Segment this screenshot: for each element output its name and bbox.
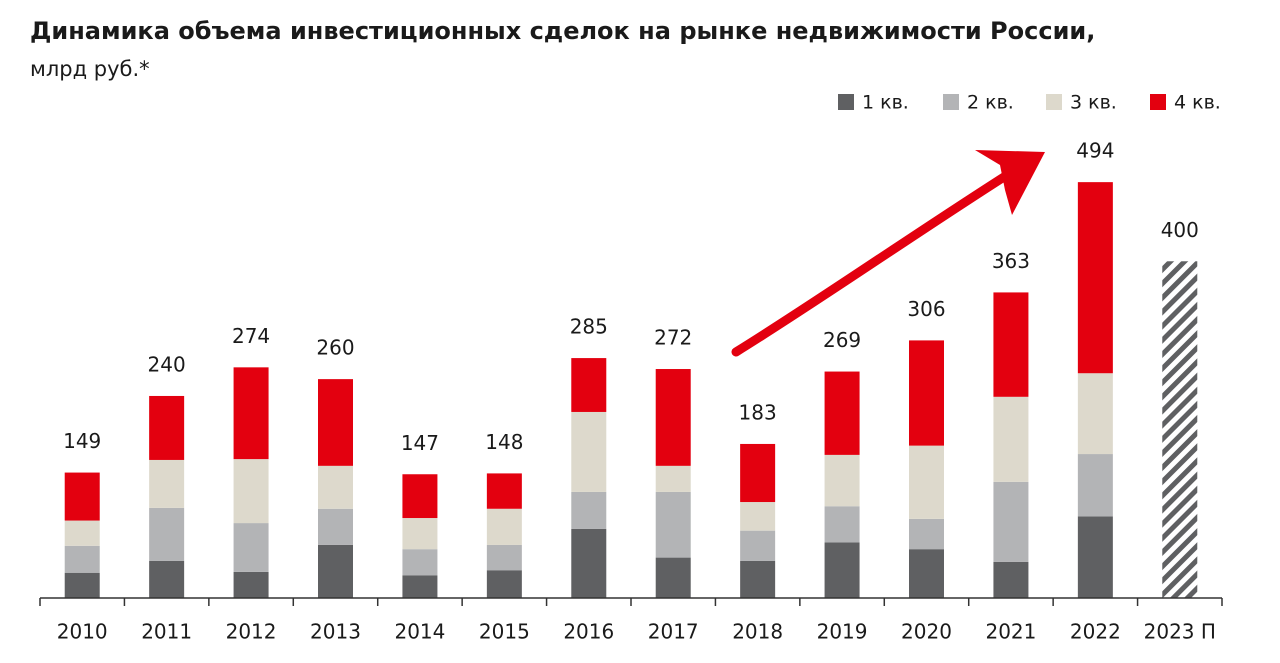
legend-label: 1 кв. [862, 92, 909, 114]
total-label: 183 [739, 400, 777, 424]
x-tick-label: 2012 [226, 620, 277, 644]
bar-segment [909, 445, 944, 519]
bar-segment [1077, 373, 1113, 455]
chart-subtitle: млрд руб.* [30, 57, 150, 81]
bar-segment [402, 518, 438, 550]
bar-segment [318, 544, 353, 598]
bar-segment [233, 367, 269, 460]
legend-label: 2 кв. [967, 92, 1014, 114]
total-label: 272 [654, 326, 692, 350]
total-label: 274 [232, 324, 270, 348]
bar-segment [318, 508, 353, 545]
bar-segment [318, 379, 353, 466]
total-label: 147 [401, 431, 439, 455]
bar-segment [824, 371, 860, 455]
trend-arrow-head [975, 150, 1045, 215]
x-tick-label: 2019 [817, 620, 868, 644]
bar-segment [824, 506, 860, 543]
bar-segment [824, 454, 860, 507]
bar-segment [571, 411, 607, 492]
total-label: 400 [1161, 218, 1199, 242]
total-label: 306 [907, 297, 945, 321]
bar-segment [655, 557, 691, 598]
total-label: 148 [485, 430, 523, 454]
bar-segment [571, 491, 607, 529]
bar-segment [909, 518, 944, 550]
bar-segment [233, 523, 269, 572]
total-label: 494 [1076, 139, 1114, 163]
bar-segment [318, 465, 353, 509]
legend-label: 3 кв. [1070, 92, 1117, 114]
bar-segment [402, 575, 438, 598]
bar-segment [655, 465, 691, 492]
bar-segment [1077, 516, 1113, 598]
total-label: 269 [823, 328, 861, 352]
bar-segment [740, 502, 776, 531]
bar-segment [64, 520, 100, 546]
legend-swatch [1150, 94, 1166, 110]
bar-segment [571, 358, 607, 412]
plot-area: 1 кв. 2 кв. 3 кв. 4 кв. 149 2010 240 2011 274 201… [39, 92, 1223, 644]
bar-segment [1077, 454, 1113, 517]
bar-segment [1077, 182, 1113, 374]
bar-segment [486, 544, 522, 571]
x-tick-label: 2011 [141, 620, 192, 644]
bar-segment [740, 560, 776, 598]
bar-segment [740, 443, 776, 503]
legend-swatch [943, 94, 959, 110]
x-tick-label: 2022 [1070, 620, 1121, 644]
x-tick-label: 2014 [394, 620, 445, 644]
x-tick-label: 2018 [732, 620, 783, 644]
bar-segment [655, 369, 691, 466]
x-tick-label: 2010 [57, 620, 108, 644]
total-label: 149 [63, 429, 101, 453]
bar-segment [824, 542, 860, 598]
bar-segment [740, 530, 776, 561]
bar-segment [402, 474, 438, 519]
bar-segment [909, 549, 944, 598]
legend-swatch [838, 94, 854, 110]
total-label: 285 [570, 315, 608, 339]
bar-segment [993, 292, 1029, 397]
bar-segment [486, 473, 522, 509]
bar-segment [64, 472, 100, 521]
total-label: 260 [316, 336, 354, 360]
total-label: 240 [148, 352, 186, 376]
x-tick-label: 2023 П [1144, 620, 1216, 644]
x-tick-label: 2015 [479, 620, 530, 644]
bar-segment [402, 549, 438, 576]
bar-segment [233, 571, 269, 598]
x-tick-label: 2020 [901, 620, 952, 644]
x-tick-label: 2016 [563, 620, 614, 644]
bar-segment [149, 395, 185, 460]
legend-swatch [1046, 94, 1062, 110]
x-tick-label: 2013 [310, 620, 361, 644]
bar-segment [233, 459, 269, 524]
bar-segment [149, 459, 185, 508]
bar-segment [655, 491, 691, 558]
trend-arrow [731, 163, 1023, 357]
bar-segment [149, 560, 185, 598]
chart-title: Динамика объема инвестиционных сделок на… [30, 17, 1095, 45]
bar-segment [571, 528, 607, 598]
legend-label: 4 кв. [1174, 92, 1221, 114]
x-tick-label: 2017 [648, 620, 699, 644]
x-tick-label: 2021 [985, 620, 1036, 644]
forecast-bar [1162, 261, 1198, 598]
bar-segment [993, 561, 1029, 598]
bar-segment [993, 481, 1029, 562]
bar-segment [149, 507, 185, 561]
bar-segment [64, 545, 100, 573]
bar-segment [993, 396, 1029, 482]
bar-segment [64, 572, 100, 598]
total-label: 363 [992, 249, 1030, 273]
bar-segment [486, 508, 522, 545]
bar-segment [909, 340, 944, 446]
bar-segment [486, 570, 522, 598]
